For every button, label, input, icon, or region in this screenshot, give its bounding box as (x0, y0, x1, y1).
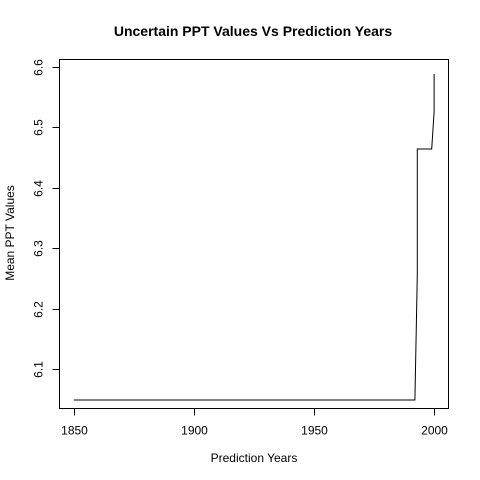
y-tick-label: 6.3 (32, 240, 46, 257)
y-tick-label: 6.4 (32, 180, 46, 197)
y-tick-label: 6.5 (32, 119, 46, 136)
x-axis: 1850 1900 1950 2000 (61, 408, 448, 438)
x-axis-label: Prediction Years (211, 451, 298, 465)
plot-frame (59, 59, 449, 409)
x-tick-label: 2000 (421, 424, 448, 438)
series-line (73, 74, 435, 401)
y-tick-label: 6.2 (32, 301, 46, 318)
x-tick-label: 1900 (181, 424, 208, 438)
y-tick-label: 6.1 (32, 361, 46, 378)
x-tick-label: 1950 (301, 424, 328, 438)
x-tick-label: 1850 (61, 424, 88, 438)
y-axis-label: Mean PPT Values (3, 185, 17, 281)
chart-title: Uncertain PPT Values Vs Prediction Years (114, 23, 393, 39)
y-tick-label: 6.6 (32, 59, 46, 76)
y-axis: 6.1 6.2 6.3 6.4 6.5 6.6 (32, 59, 60, 378)
